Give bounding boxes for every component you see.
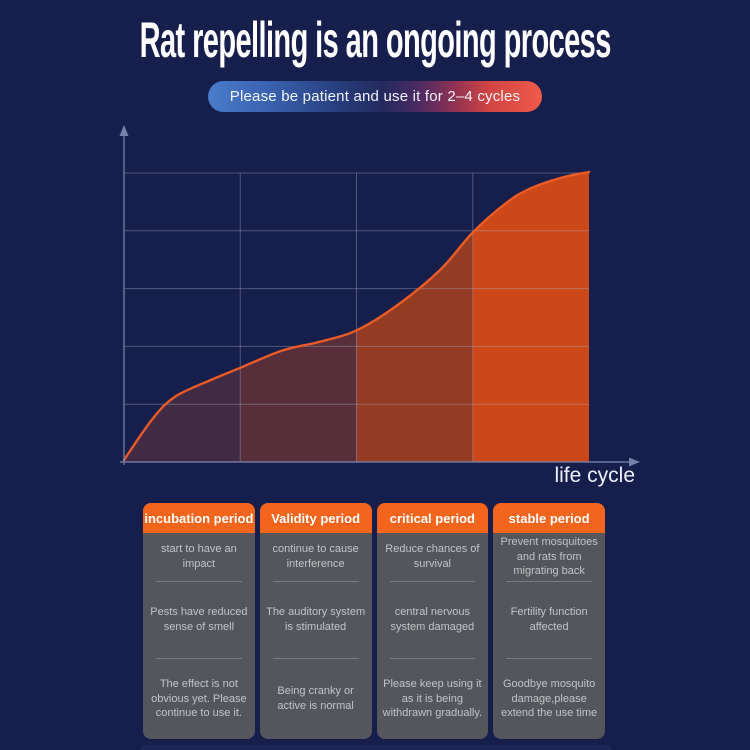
period-cell: Please keep using it as it is being with… bbox=[382, 677, 483, 720]
life-cycle-chart bbox=[0, 120, 750, 505]
period-cell: Fertility function affected bbox=[510, 606, 588, 633]
period-cell: start to have an impact bbox=[160, 543, 237, 570]
next-section-edge bbox=[140, 745, 612, 750]
phase-band-2 bbox=[240, 172, 357, 462]
period-cell: The auditory system is stimulated bbox=[266, 606, 366, 633]
period-card-stable: stable period Prevent mosquitoes and rat… bbox=[493, 503, 605, 739]
row-divider bbox=[272, 581, 359, 582]
row-divider bbox=[389, 658, 476, 659]
patience-badge-text: Please be patient and use it for 2–4 cyc… bbox=[229, 88, 521, 105]
row-divider bbox=[506, 658, 592, 659]
period-cell: Pests have reduced sense of smell bbox=[150, 606, 248, 633]
x-axis-label: life cycle bbox=[554, 464, 635, 487]
phase-band-3 bbox=[356, 172, 473, 462]
period-card-header: stable period bbox=[493, 503, 605, 533]
effect-curve bbox=[122, 170, 591, 462]
period-card-header: critical period bbox=[376, 503, 489, 533]
period-cell: Reduce chances of survival bbox=[385, 543, 480, 570]
period-card-validity: Validity period continue to cause interf… bbox=[259, 503, 372, 739]
page-title: Rat repelling is an ongoing process bbox=[0, 12, 750, 68]
row-divider bbox=[272, 658, 359, 659]
period-cell: Goodbye mosquito damage,please extend th… bbox=[501, 677, 598, 720]
period-cell: The effect is not obvious yet. Please co… bbox=[151, 677, 247, 720]
x-axis-arrow-icon bbox=[629, 457, 640, 467]
patience-badge: Please be patient and use it for 2–4 cyc… bbox=[208, 81, 542, 112]
row-divider bbox=[156, 658, 242, 659]
period-table: incubation period start to have an impac… bbox=[143, 503, 605, 739]
grid-lines bbox=[124, 172, 589, 462]
y-axis-arrow-icon bbox=[119, 125, 129, 136]
period-card-body: start to have an impact Pests have reduc… bbox=[143, 533, 255, 739]
period-card-header: incubation period bbox=[143, 503, 255, 533]
period-cell: Prevent mosquitoes and rats from migrati… bbox=[500, 535, 598, 578]
chart-svg bbox=[119, 125, 640, 467]
period-card-body: Reduce chances of survival central nervo… bbox=[377, 533, 489, 739]
row-divider bbox=[156, 581, 242, 582]
period-card-header: Validity period bbox=[259, 503, 372, 533]
period-cell: continue to cause interference bbox=[272, 543, 359, 570]
period-cell: Being cranky or active is normal bbox=[277, 685, 354, 712]
period-card-critical: critical period Reduce chances of surviv… bbox=[376, 503, 489, 739]
row-divider bbox=[389, 581, 476, 582]
period-card-body: Prevent mosquitoes and rats from migrati… bbox=[493, 533, 605, 739]
phase-band-1 bbox=[124, 172, 241, 462]
axes bbox=[120, 134, 632, 465]
period-cell: central nervous system damaged bbox=[390, 606, 475, 633]
page-title-text: Rat repelling is an ongoing process bbox=[139, 12, 611, 68]
row-divider bbox=[506, 581, 592, 582]
phase-band-4 bbox=[472, 172, 589, 462]
period-card-incubation: incubation period start to have an impac… bbox=[143, 503, 255, 739]
period-card-body: continue to cause interference The audit… bbox=[260, 533, 372, 739]
